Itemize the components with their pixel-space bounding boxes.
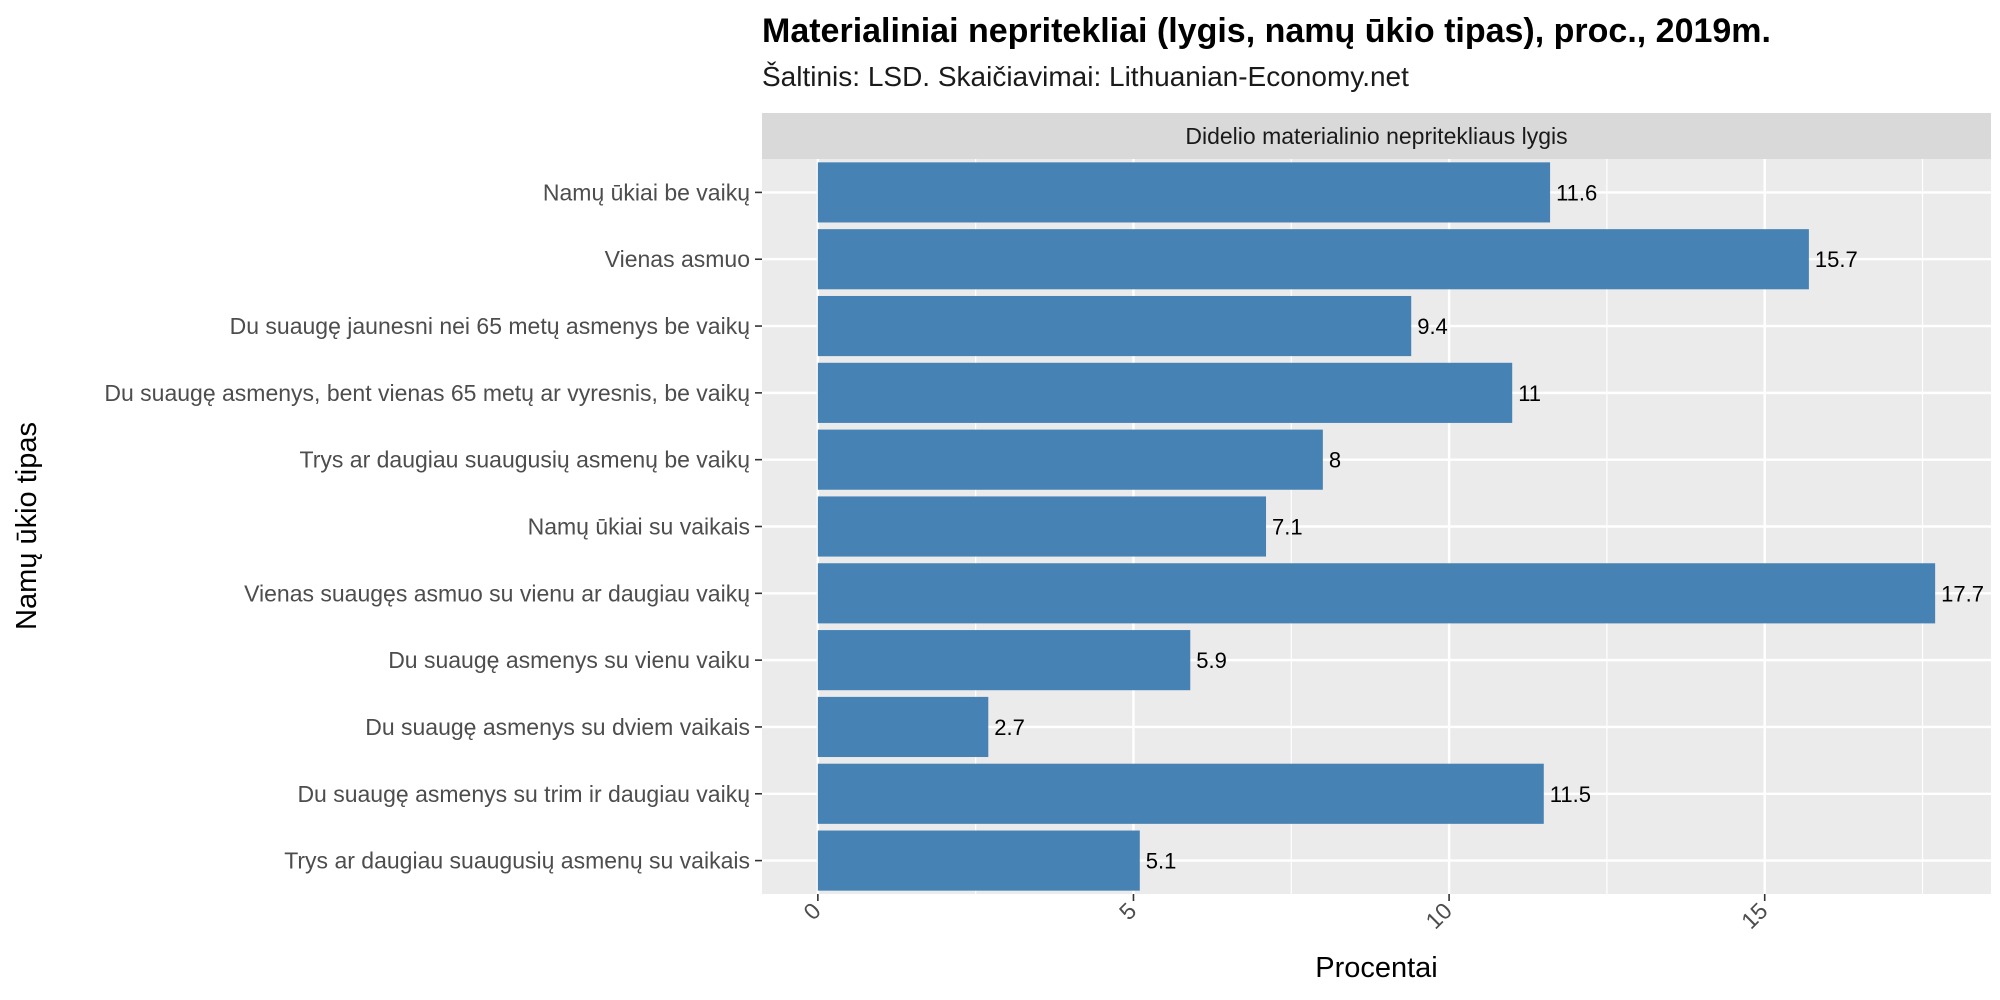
y-tick-label: Namų ūkiai be vaikų xyxy=(543,179,750,205)
bar xyxy=(817,563,1936,624)
bar xyxy=(817,763,1544,824)
bar-value-label: 2.7 xyxy=(994,715,1025,740)
x-tick-label: 5 xyxy=(1114,897,1141,924)
y-tick-label: Du suaugę jaunesni nei 65 metų asmenys b… xyxy=(230,313,750,339)
bar xyxy=(817,429,1323,490)
y-tick-label: Du suaugę asmenys, bent vienas 65 metų a… xyxy=(104,380,750,406)
bar xyxy=(817,229,1809,290)
bar-value-label: 9.4 xyxy=(1417,314,1448,339)
bar xyxy=(817,830,1140,891)
x-tick-label: 0 xyxy=(798,897,825,924)
y-tick-label: Trys ar daugiau suaugusių asmenų be vaik… xyxy=(300,447,750,473)
chart-subtitle: Šaltinis: LSD. Skaičiavimai: Lithuanian-… xyxy=(762,61,1409,92)
bar xyxy=(817,162,1551,223)
bar-value-label: 11.5 xyxy=(1550,782,1591,807)
y-tick-label: Du suaugę asmenys su dviem vaikais xyxy=(365,714,750,740)
bar-value-label: 17.7 xyxy=(1941,581,1984,606)
x-tick-label: 15 xyxy=(1736,897,1772,933)
bar xyxy=(817,630,1191,691)
bar-value-label: 7.1 xyxy=(1272,515,1303,540)
x-axis-title: Procentai xyxy=(1315,952,1438,984)
bars xyxy=(817,162,1936,891)
bar xyxy=(817,362,1513,423)
bar-value-label: 5.9 xyxy=(1196,648,1227,673)
y-axis: Namų ūkiai be vaikų Vienas asmuo Du suaugę… xyxy=(104,179,762,874)
y-tick-label: Namų ūkiai su vaikais xyxy=(528,514,750,540)
chart-title: Materialiniai nepritekliai (lygis, namų … xyxy=(762,12,1771,50)
y-tick-label: Du suaugę asmenys su trim ir daugiau vai… xyxy=(297,781,750,807)
x-tick-label: 10 xyxy=(1420,897,1456,933)
x-axis: 0 5 10 15 xyxy=(798,894,1773,934)
bar-value-label: 11 xyxy=(1518,381,1541,406)
bar-labels: 11.6 15.7 9.4 11 8 7.1 17.7 5.9 2.7 11.5 5.1 xyxy=(994,180,1984,873)
y-tick-label: Vienas suaugęs asmuo su vienu ar daugiau… xyxy=(244,580,750,606)
y-axis-title: Namų ūkio tipas xyxy=(11,422,43,630)
bar-value-label: 8 xyxy=(1329,448,1341,473)
bar-value-label: 11.6 xyxy=(1556,180,1597,205)
y-tick-label: Vienas asmuo xyxy=(605,246,750,272)
bar xyxy=(817,696,989,758)
y-tick-label: Du suaugę asmenys su vienu vaiku xyxy=(388,647,750,673)
bar xyxy=(817,496,1267,557)
facet-strip xyxy=(762,113,1991,159)
y-tick-label: Trys ar daugiau suaugusių asmenų su vaik… xyxy=(284,848,750,874)
bar-value-label: 5.1 xyxy=(1146,849,1177,874)
facet-label: Didelio materialinio nepritekliaus lygis xyxy=(1185,123,1567,149)
bar-value-label: 15.7 xyxy=(1815,247,1858,272)
bar xyxy=(817,295,1412,357)
